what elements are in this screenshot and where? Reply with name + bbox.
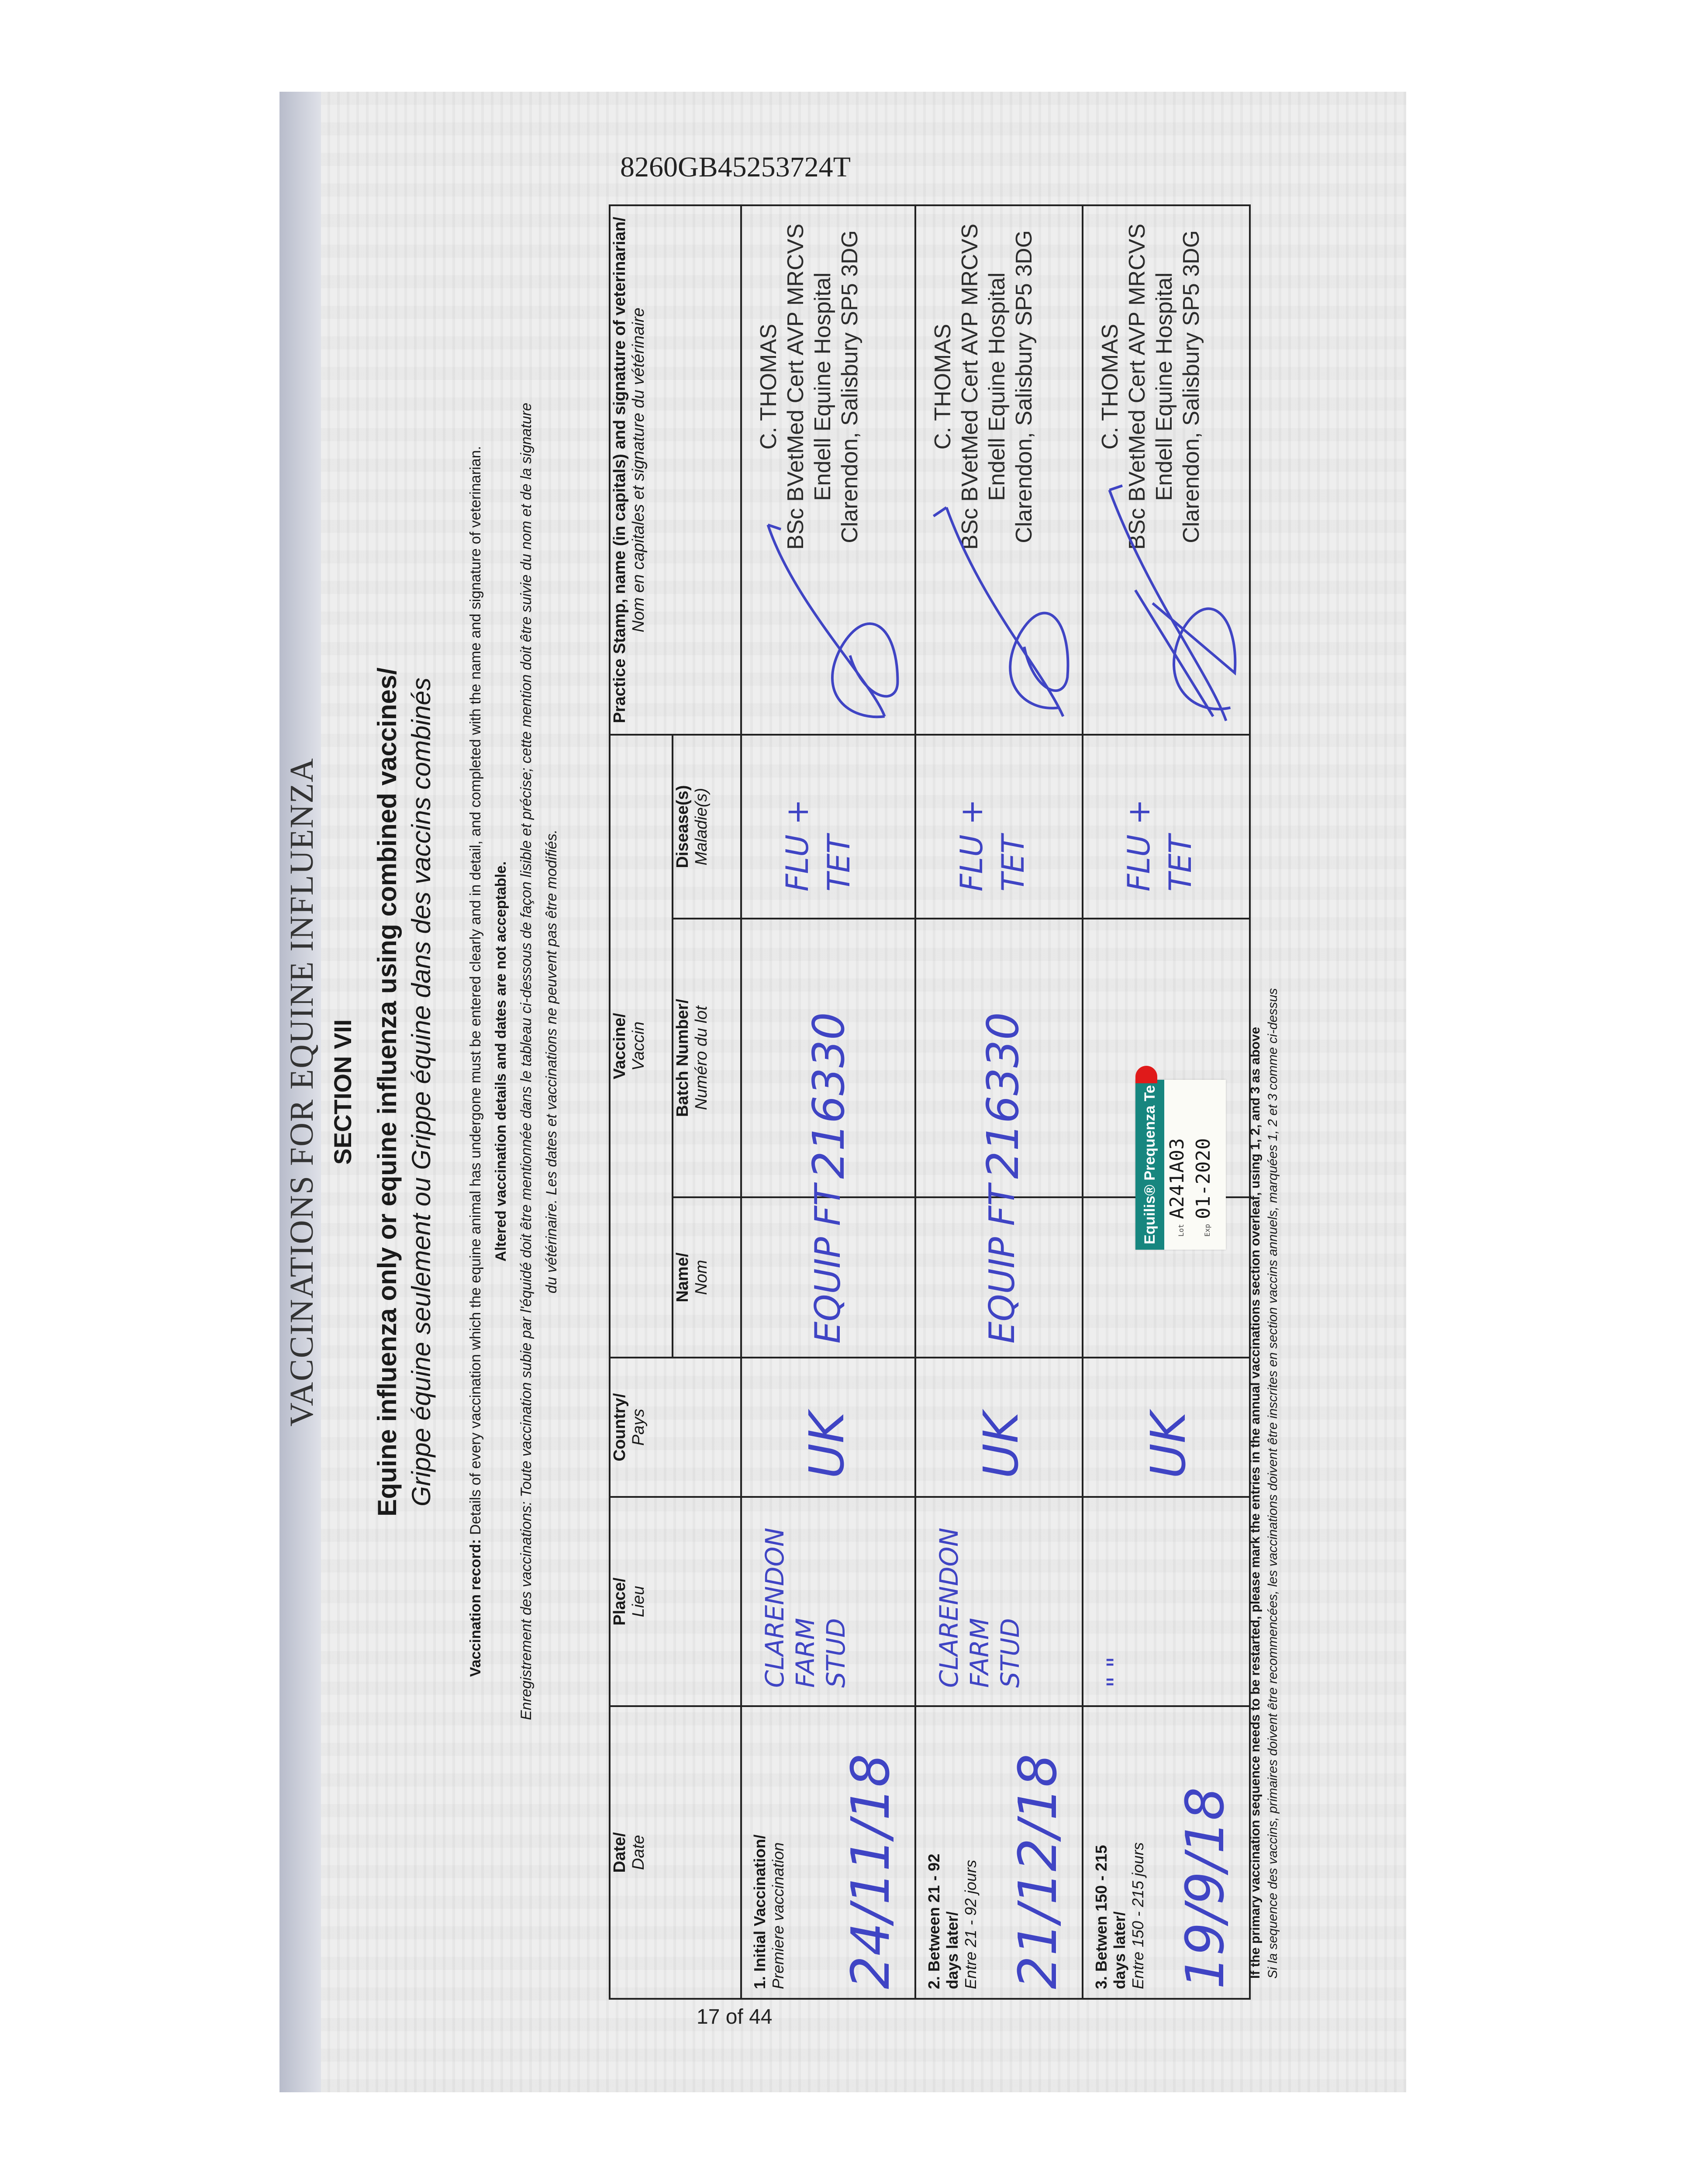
date-value: 24/11/18 xyxy=(841,1754,901,1989)
date-value: 19/9/18 xyxy=(1175,1787,1236,1989)
disease-value: FLU + TET xyxy=(1121,799,1198,892)
header-vaccine: Vaccine/Vaccin xyxy=(610,734,673,1358)
row-label: 2. Between 21 - 92 days later/Entre 21 - … xyxy=(915,1706,1083,1999)
vaccine-batch-sticker: Equilis® Prequenza Te LotA241A03 Exp01-2… xyxy=(1135,1080,1226,1250)
header-place: Place/Lieu xyxy=(610,1497,741,1706)
header-name: Name/Nom xyxy=(673,1197,741,1358)
passport-page: VACCINATIONS FOR EQUINE INFLUENZA SECTIO… xyxy=(279,92,1406,2092)
batch-cell: 216330 xyxy=(915,919,1083,1197)
header-stamp: Practice Stamp, name (in capitals) and s… xyxy=(610,205,741,735)
vaccination-table: Date/Date Place/Lieu Country/Pays Vaccin… xyxy=(609,204,1251,2000)
sticker-brand: Equilis® Prequenza Te xyxy=(1135,1080,1164,1250)
header-batch: Batch Number/Numéro du lot xyxy=(673,919,741,1197)
footnote-french: Si la sequence des vaccins, primaires do… xyxy=(1266,988,1280,1979)
record-text-2: Altered vaccination details and dates ar… xyxy=(493,861,509,1262)
disease-cell: FLU + TET xyxy=(1083,734,1250,919)
row-label: 1. Initial Vaccination/Premiere vaccinat… xyxy=(741,1706,915,1999)
record-text-1: Details of every vaccination which the e… xyxy=(467,446,484,1535)
header-date: Date/Date xyxy=(610,1706,741,1999)
batch-value: 216330 xyxy=(803,1012,854,1179)
disease-value: FLU + TET xyxy=(954,799,1031,892)
vaccine-name-value: EQUIP FT xyxy=(807,1184,848,1344)
heading-english: Equine influenza only or equine influenz… xyxy=(373,667,402,1517)
stamp-cell: C. THOMAS BSc BVetMed Cert AVP MRCVS Endel… xyxy=(915,205,1083,735)
record-label: Vaccination record: xyxy=(467,1539,484,1677)
record-instructions-french: Enregistrement des vaccinations: Toute v… xyxy=(514,162,564,1961)
date-value: 21/12/18 xyxy=(1008,1754,1069,1989)
vaccine-name-cell: EQUIP FT xyxy=(915,1185,1083,1358)
place-cell: " " xyxy=(1083,1497,1250,1706)
place-value: " " xyxy=(1101,1656,1131,1688)
vaccine-name-value: EQUIP FT xyxy=(982,1184,1022,1344)
record-fr-text-2: du vétérinaire. Les dates et vaccination… xyxy=(543,829,560,1294)
veterinarian-signature xyxy=(1108,484,1237,722)
sticker-exp: Exp01-2020 xyxy=(1192,1138,1214,1237)
country-cell: UK xyxy=(915,1358,1083,1497)
disease-cell: FLU + TET xyxy=(741,734,915,919)
place-value: CLARENDON FARM STUD xyxy=(934,1527,1025,1688)
stamp-cell: C. THOMAS BSc BVetMed Cert AVP MRCVS Endel… xyxy=(1083,205,1250,735)
veterinarian-signature xyxy=(932,506,1069,717)
country-value: UK xyxy=(973,1412,1029,1479)
page-number: 17 of 44 xyxy=(697,2005,773,2028)
veterinarian-signature xyxy=(766,523,899,719)
serial-number: 8260GB45253724T xyxy=(620,151,851,183)
page-title: VACCINATIONS FOR EQUINE INFLUENZA xyxy=(283,757,320,1427)
batch-value: 216330 xyxy=(977,1012,1028,1179)
record-fr-text-1: Enregistrement des vaccinations: Toute v… xyxy=(518,402,535,1721)
place-value: CLARENDON FARM STUD xyxy=(760,1527,851,1688)
table-row: 3. Betwen 150 - 215 days later/Entre 150 … xyxy=(1083,205,1250,1999)
header-country: Country/Pays xyxy=(610,1358,741,1497)
disease-cell: FLU + TET xyxy=(915,734,1083,919)
vaccine-name-cell: EQUIP FT xyxy=(741,1185,915,1358)
record-instructions-english: Vaccination record: Details of every vac… xyxy=(463,162,514,1961)
batch-cell: 216330 xyxy=(741,919,915,1197)
table-row: 2. Between 21 - 92 days later/Entre 21 - … xyxy=(915,205,1083,1999)
section-label: SECTION VII xyxy=(329,1019,356,1165)
place-cell: CLARENDON FARM STUD xyxy=(915,1497,1083,1706)
country-cell: UK xyxy=(741,1358,915,1497)
place-cell: CLARENDON FARM STUD xyxy=(741,1497,915,1706)
country-value: UK xyxy=(1140,1412,1196,1479)
country-value: UK xyxy=(799,1412,855,1479)
table-row: 1. Initial Vaccination/Premiere vaccinat… xyxy=(741,205,915,1999)
disease-value: FLU + TET xyxy=(780,799,857,892)
stamp-cell: C. THOMAS BSc BVetMed Cert AVP MRCVS Endel… xyxy=(741,205,915,735)
country-cell: UK xyxy=(1083,1358,1250,1497)
row-label: 3. Betwen 150 - 215 days later/Entre 150 … xyxy=(1083,1706,1250,1999)
header-disease: Disease(s) Maladie(s) xyxy=(673,734,741,919)
footnote-english: If the primary vaccination sequence need… xyxy=(1248,1026,1263,1979)
sticker-lot: LotA241A03 xyxy=(1166,1138,1188,1237)
heading-french: Grippe équine seulement ou Grippe équine… xyxy=(407,677,436,1507)
